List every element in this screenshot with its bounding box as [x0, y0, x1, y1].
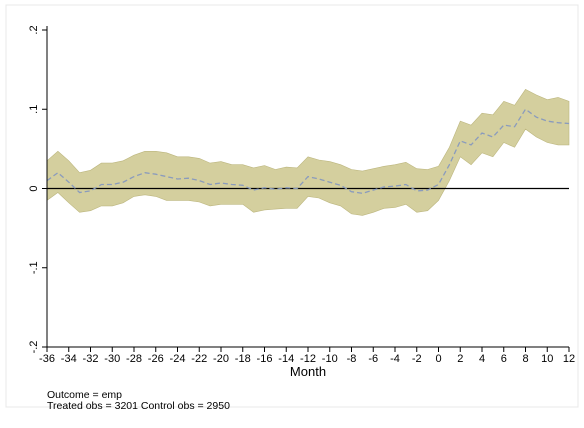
x-tick-label: 0	[435, 353, 441, 365]
obs-note: Treated obs = 3201 Control obs = 2950	[47, 400, 230, 412]
x-tick-label: -2	[412, 353, 422, 365]
y-tick-label: -.1	[28, 261, 40, 274]
estimate-line-layer	[46, 108, 570, 194]
y-tick-label: 0	[28, 185, 40, 191]
x-tick-label: -22	[191, 353, 207, 365]
x-tick-label: -6	[368, 353, 378, 365]
x-tick-label: -26	[148, 353, 164, 365]
x-tick-label: 12	[563, 353, 575, 365]
x-tick-label: -20	[213, 353, 229, 365]
axes-layer: -.2-.10.1.2-36 -34 -32 -30 -28 -26 -24 -22 -20 -1…	[28, 25, 575, 365]
outcome-note: Outcome = emp	[47, 389, 122, 401]
x-tick-label: 6	[501, 353, 507, 365]
x-axis-title: Month	[290, 364, 326, 379]
x-tick-label: -18	[235, 353, 251, 365]
x-tick-label: -8	[347, 353, 357, 365]
x-tick-label: -24	[170, 353, 186, 365]
confidence-band-layer	[46, 89, 570, 216]
x-tick-label: 10	[541, 353, 553, 365]
confidence-band	[46, 89, 570, 216]
x-tick-label: -28	[126, 353, 142, 365]
y-tick-label: -.2	[28, 341, 40, 354]
x-tick-label: 8	[522, 353, 528, 365]
x-tick-label: -10	[322, 353, 338, 365]
x-tick-label: 4	[479, 353, 485, 365]
x-tick-label: 2	[457, 353, 463, 365]
x-tick-label: -34	[61, 353, 77, 365]
x-tick-label: -4	[390, 353, 400, 365]
x-tick-label: -12	[300, 353, 316, 365]
x-tick-label: -30	[104, 353, 120, 365]
estimate-line	[46, 108, 570, 194]
y-tick-label: .1	[28, 105, 40, 114]
x-tick-label: -16	[257, 353, 273, 365]
x-tick-label: -14	[278, 353, 294, 365]
y-tick-label: .2	[28, 25, 40, 34]
x-tick-label: -36	[39, 353, 55, 365]
x-tick-label: -32	[83, 353, 99, 365]
